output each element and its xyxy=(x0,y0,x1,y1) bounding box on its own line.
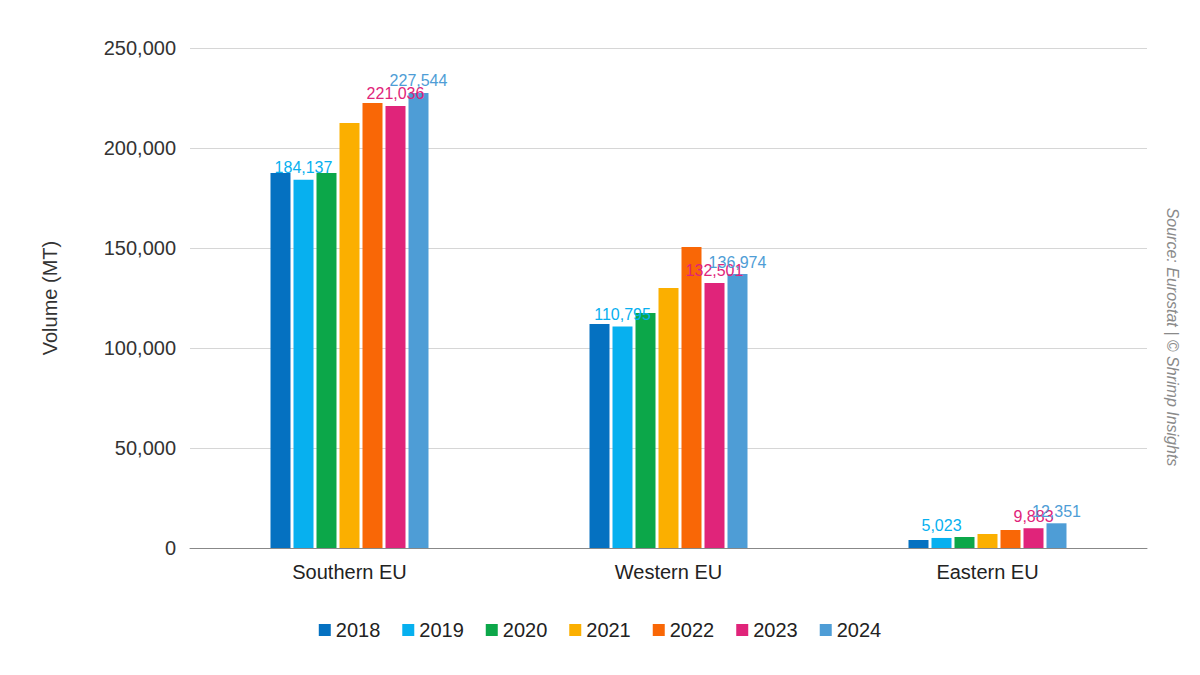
svg-text:227,544: 227,544 xyxy=(390,72,448,89)
svg-text:2021: 2021 xyxy=(586,619,631,641)
svg-text:5,023: 5,023 xyxy=(921,517,961,534)
svg-text:150,000: 150,000 xyxy=(104,237,176,259)
svg-text:Western EU: Western EU xyxy=(615,561,722,583)
svg-text:2022: 2022 xyxy=(670,619,715,641)
svg-text:2020: 2020 xyxy=(503,619,548,641)
svg-text:136,974: 136,974 xyxy=(709,254,767,271)
svg-text:2019: 2019 xyxy=(419,619,464,641)
svg-text:2018: 2018 xyxy=(336,619,381,641)
svg-text:2024: 2024 xyxy=(837,619,882,641)
svg-text:2023: 2023 xyxy=(753,619,798,641)
svg-text:Southern EU: Southern EU xyxy=(292,561,407,583)
svg-text:Eastern EU: Eastern EU xyxy=(936,561,1038,583)
svg-text:100,000: 100,000 xyxy=(104,337,176,359)
svg-text:110,795: 110,795 xyxy=(594,306,651,323)
svg-text:221,036: 221,036 xyxy=(366,85,425,103)
svg-text:Source: Eurostat | © Shrimp In: Source: Eurostat | © Shrimp Insights xyxy=(1164,208,1181,467)
svg-text:12,351: 12,351 xyxy=(1032,503,1081,520)
svg-text:0: 0 xyxy=(165,537,176,559)
svg-text:Volume (MT): Volume (MT) xyxy=(39,241,61,355)
svg-text:184,137: 184,137 xyxy=(275,159,333,176)
svg-text:50,000: 50,000 xyxy=(115,437,176,459)
svg-text:250,000: 250,000 xyxy=(104,37,176,59)
svg-text:132,501: 132,501 xyxy=(685,262,744,280)
svg-text:200,000: 200,000 xyxy=(104,137,176,159)
